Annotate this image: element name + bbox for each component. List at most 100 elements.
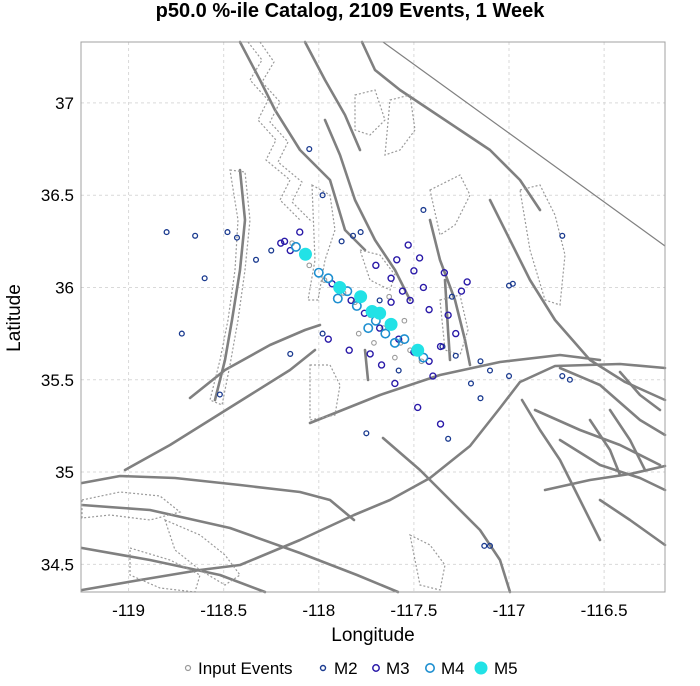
legend-marker-input-events — [184, 664, 192, 672]
m3-event-point — [277, 239, 285, 247]
m3-event-point — [324, 335, 332, 343]
legend: Input Events M2 M3 M4 M5 — [184, 659, 518, 678]
m2-event-point — [319, 330, 326, 337]
input-event-point — [306, 262, 313, 269]
m2-event-point — [363, 430, 370, 437]
y-tick-label: 36.5 — [41, 186, 74, 205]
m2-event-point — [163, 229, 170, 236]
m3-event-point — [372, 261, 380, 270]
m3-event-point — [391, 379, 399, 388]
m2-event-point — [216, 391, 223, 398]
grid-lines — [81, 42, 665, 592]
m2-event-point — [505, 373, 513, 380]
m3-event-point — [463, 278, 471, 286]
x-tick-label: -119 — [112, 601, 145, 620]
y-axis-label: Latitude — [4, 284, 25, 352]
y-tick-label: 34.5 — [41, 555, 74, 574]
chart-title: p50.0 %-ile Catalog, 2109 Events, 1 Week — [156, 0, 546, 22]
m3-event-point — [419, 283, 428, 292]
m3-event-point — [436, 420, 445, 428]
x-tick-label: -118 — [302, 601, 335, 620]
event-points — [163, 145, 573, 549]
m3-event-point — [436, 342, 445, 351]
legend-marker-m4 — [424, 662, 435, 673]
m3-event-point — [387, 274, 395, 282]
m2-event-point — [338, 238, 345, 245]
x-tick-labels: -119 -118.5 -118 -117.5 -117 -116.5 — [112, 601, 627, 620]
m4-event-point — [418, 352, 429, 363]
m2-event-point — [224, 229, 231, 236]
m3-event-point — [406, 296, 414, 305]
m3-event-point — [452, 329, 460, 338]
m2-event-point — [420, 206, 427, 214]
m2-event-point — [559, 373, 566, 380]
x-tick-label: -116.5 — [581, 601, 628, 620]
m3-event-point — [345, 346, 353, 354]
m3-event-point — [440, 269, 449, 277]
x-axis-label: Longitude — [331, 625, 414, 646]
m2-event-point — [566, 376, 573, 383]
m4-event-point — [313, 267, 324, 278]
legend-marker-m2 — [319, 664, 327, 672]
m2-event-point — [287, 350, 294, 357]
m2-event-point — [486, 367, 494, 374]
m3-event-point — [377, 361, 386, 369]
m5-event-point — [333, 280, 347, 294]
m5-event-point — [354, 290, 368, 304]
m2-event-point — [252, 256, 260, 263]
input-event-point — [371, 339, 377, 346]
m2-event-point — [477, 395, 484, 402]
x-tick-label: -117 — [493, 601, 526, 620]
fault-dip-hatching — [81, 41, 566, 593]
m2-event-point — [559, 232, 566, 239]
m2-event-point — [486, 542, 494, 549]
m2-event-point — [306, 145, 313, 153]
m4-event-point — [363, 323, 374, 334]
m3-event-point — [375, 324, 384, 332]
m5-event-point — [384, 317, 398, 331]
m3-event-point — [347, 296, 355, 305]
m4-event-point — [290, 241, 301, 252]
x-tick-label: -117.5 — [390, 601, 437, 620]
m2-event-point — [192, 232, 199, 239]
m3-event-point — [457, 287, 466, 295]
m4-event-point — [399, 334, 410, 345]
m2-event-point — [452, 352, 459, 359]
legend-label-m5: M5 — [494, 659, 518, 678]
m2-event-point — [448, 293, 455, 300]
m2-event-point — [357, 229, 364, 236]
m2-event-point — [319, 192, 326, 199]
input-event-point — [401, 317, 408, 324]
plot-frame — [80, 41, 666, 593]
m2-event-point — [268, 247, 275, 254]
m4-event-point — [323, 273, 334, 284]
input-event-point — [386, 293, 393, 300]
x-tick-label: -118.5 — [200, 601, 247, 620]
m3-event-point — [429, 372, 437, 380]
m2-event-point — [509, 280, 516, 287]
legend-label-m2: M2 — [334, 659, 358, 678]
legend-label-m3: M3 — [386, 659, 410, 678]
y-tick-label: 35.5 — [41, 371, 74, 390]
m5-event-point — [373, 306, 387, 320]
m3-event-point — [444, 311, 452, 319]
input-event-point — [355, 330, 362, 337]
m2-event-point — [467, 380, 475, 387]
m3-event-point — [425, 305, 433, 314]
m4-event-point — [332, 293, 343, 304]
m2-event-point — [376, 297, 383, 304]
legend-marker-m5 — [474, 661, 488, 675]
m5-event-point — [298, 247, 312, 261]
m3-event-point — [414, 403, 422, 412]
m3-event-point — [415, 254, 424, 262]
m3-event-point — [410, 267, 418, 275]
m2-event-point — [349, 232, 357, 239]
m2-event-point — [445, 435, 452, 442]
m2-event-point — [395, 367, 402, 374]
m2-event-point — [201, 275, 208, 282]
legend-label-m4: M4 — [441, 659, 465, 678]
m3-event-point — [296, 228, 304, 236]
m3-event-point — [280, 237, 289, 246]
legend-label-input-events: Input Events — [198, 659, 293, 678]
